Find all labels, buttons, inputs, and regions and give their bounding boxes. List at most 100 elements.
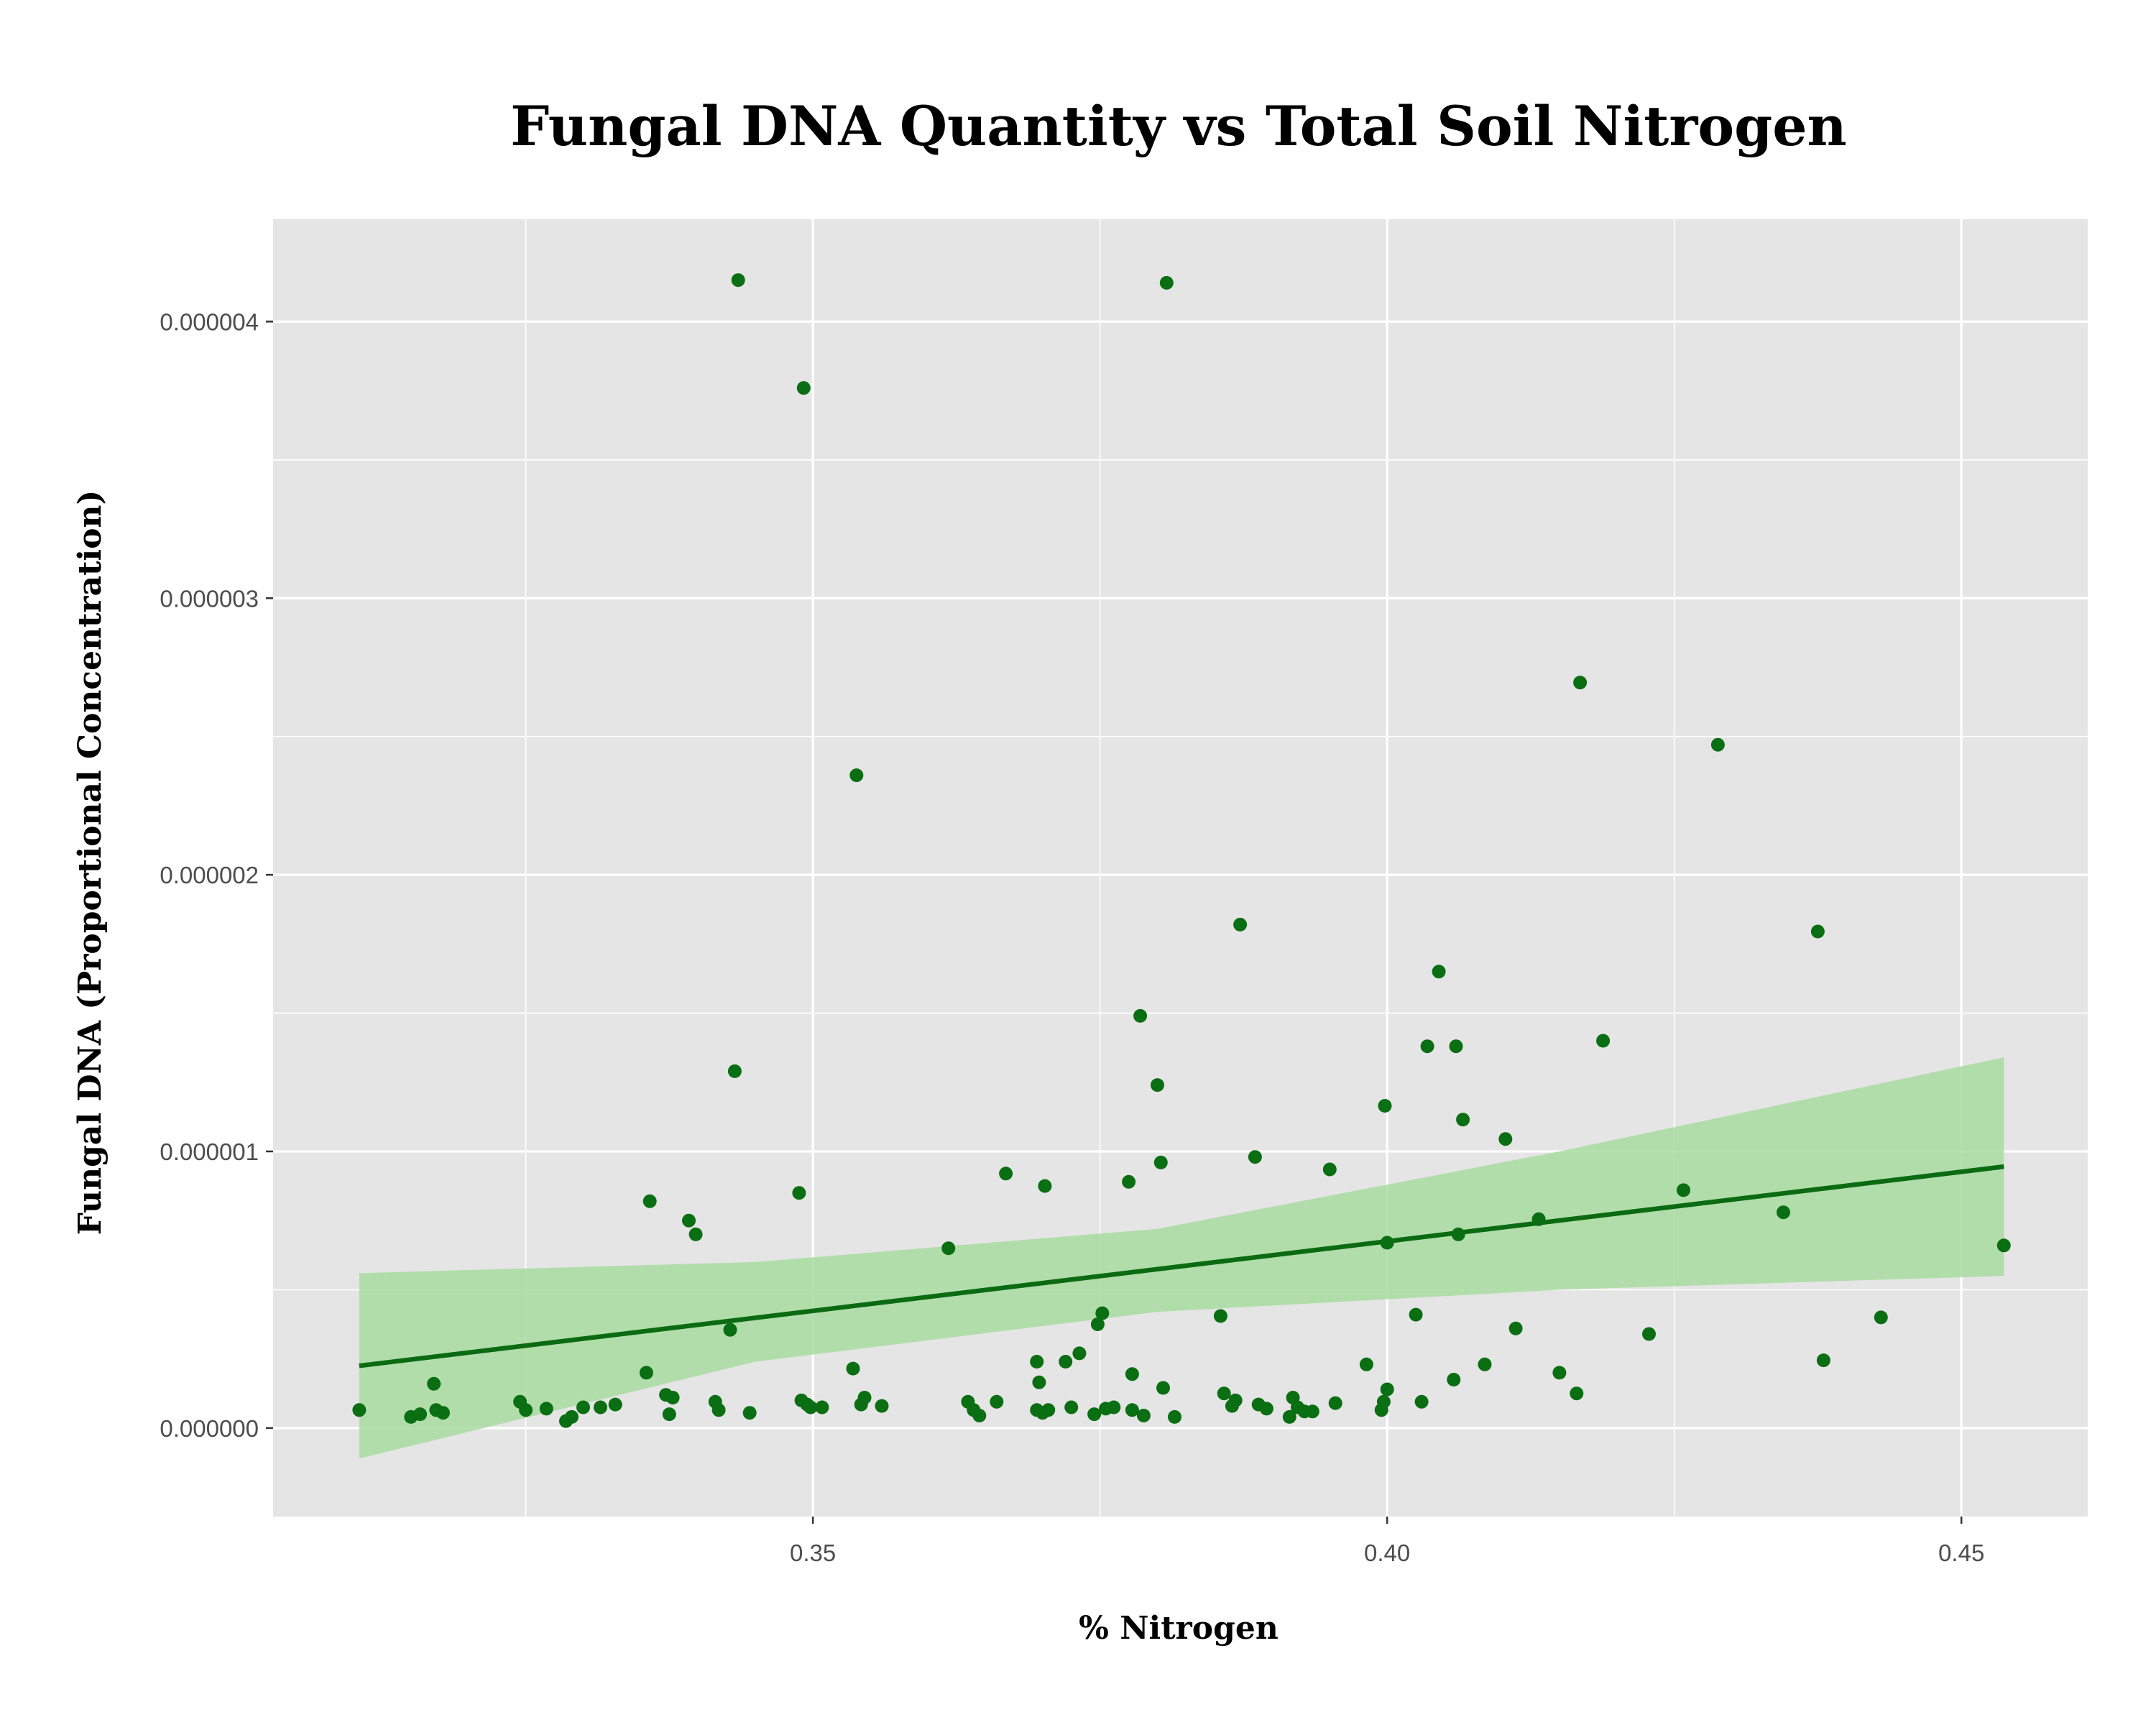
- data-point: [1451, 1227, 1465, 1241]
- data-point: [1573, 676, 1588, 690]
- data-point: [352, 1403, 367, 1417]
- data-point: [849, 768, 864, 783]
- data-point: [1125, 1367, 1139, 1381]
- data-point: [1156, 1381, 1170, 1395]
- x-tick-label: 0.35: [790, 1540, 836, 1566]
- data-point: [1233, 917, 1248, 932]
- data-point: [1596, 1034, 1611, 1048]
- data-point: [727, 1064, 742, 1078]
- data-point: [1478, 1357, 1492, 1371]
- data-point: [972, 1409, 987, 1422]
- data-point: [1282, 1409, 1296, 1424]
- data-point: [742, 1406, 757, 1420]
- data-point: [1498, 1132, 1513, 1146]
- data-point: [1642, 1327, 1656, 1341]
- y-tick-label: 0.000001: [160, 1138, 259, 1165]
- data-point: [857, 1391, 872, 1404]
- x-tick-label: 0.40: [1364, 1540, 1410, 1566]
- data-point: [642, 1194, 657, 1208]
- data-point: [1259, 1402, 1273, 1416]
- data-point: [436, 1406, 450, 1420]
- data-point: [1449, 1039, 1463, 1054]
- data-points: [352, 273, 2011, 1428]
- y-axis-title: Fungal DNA (Proportional Concentration): [72, 490, 109, 1236]
- data-point: [1677, 1183, 1690, 1197]
- data-point: [1038, 1179, 1052, 1193]
- data-point: [1328, 1396, 1342, 1410]
- data-point: [1376, 1394, 1391, 1409]
- data-point: [1133, 1008, 1148, 1023]
- data-point: [1122, 1174, 1136, 1189]
- data-point: [427, 1376, 441, 1391]
- data-point: [815, 1400, 829, 1414]
- data-point: [1228, 1393, 1243, 1407]
- y-tick-label: 0.000000: [160, 1415, 259, 1442]
- x-tick-label: 0.45: [1938, 1540, 1984, 1566]
- data-point: [688, 1227, 703, 1241]
- data-point: [1456, 1113, 1470, 1127]
- data-point: [1420, 1039, 1434, 1054]
- data-point: [639, 1366, 653, 1380]
- data-point: [1032, 1375, 1046, 1389]
- data-point: [413, 1407, 428, 1422]
- data-point: [682, 1213, 696, 1228]
- data-point: [519, 1403, 533, 1417]
- data-point: [662, 1407, 676, 1422]
- data-point: [565, 1409, 579, 1424]
- data-point: [539, 1402, 553, 1416]
- data-point: [1777, 1205, 1790, 1220]
- data-point: [1409, 1307, 1423, 1322]
- data-point: [723, 1322, 737, 1337]
- data-point: [1213, 1309, 1227, 1323]
- data-point: [1248, 1150, 1262, 1164]
- data-point: [711, 1403, 726, 1417]
- data-point: [1095, 1306, 1110, 1320]
- data-point: [1090, 1317, 1105, 1331]
- data-point: [1217, 1386, 1231, 1401]
- data-point: [1153, 1155, 1168, 1169]
- data-point: [1159, 276, 1174, 290]
- fit-line-layer: [359, 1164, 2004, 1368]
- data-point: [803, 1400, 818, 1414]
- data-point: [1432, 965, 1446, 979]
- data-point: [796, 381, 811, 395]
- data-point: [1874, 1310, 1888, 1325]
- data-point: [1414, 1394, 1429, 1409]
- data-point: [1136, 1409, 1151, 1422]
- data-point: [576, 1400, 590, 1414]
- data-point: [1072, 1346, 1087, 1361]
- data-point: [990, 1394, 1004, 1409]
- data-point: [665, 1391, 680, 1404]
- data-point: [1059, 1355, 1073, 1368]
- data-point: [1378, 1099, 1392, 1113]
- data-point: [1125, 1403, 1139, 1417]
- data-point: [1322, 1162, 1337, 1177]
- data-point: [875, 1399, 889, 1413]
- data-point: [1710, 737, 1725, 752]
- data-point: [1810, 924, 1825, 939]
- data-point: [1816, 1353, 1830, 1368]
- data-point: [1447, 1373, 1461, 1386]
- data-point: [1508, 1321, 1523, 1335]
- data-point: [1107, 1400, 1121, 1414]
- data-point: [1380, 1236, 1394, 1250]
- data-point: [1359, 1357, 1373, 1371]
- data-point: [1168, 1409, 1181, 1424]
- data-point: [594, 1400, 607, 1414]
- data-point: [1151, 1078, 1164, 1092]
- chart-title: Fungal DNA Quantity vs Total Soil Nitrog…: [510, 94, 1847, 158]
- data-point: [1030, 1355, 1044, 1368]
- data-point: [1996, 1238, 2011, 1253]
- data-point: [846, 1361, 860, 1376]
- data-point: [1305, 1404, 1319, 1419]
- y-tick-label: 0.000003: [160, 585, 259, 612]
- data-point: [1087, 1407, 1102, 1422]
- y-tick-label: 0.000004: [160, 308, 259, 335]
- data-point: [608, 1397, 622, 1412]
- data-point: [1064, 1400, 1079, 1414]
- data-point: [1570, 1386, 1584, 1401]
- data-point: [941, 1241, 956, 1256]
- confidence-band-layer: [359, 1057, 2004, 1459]
- data-point: [1041, 1403, 1056, 1417]
